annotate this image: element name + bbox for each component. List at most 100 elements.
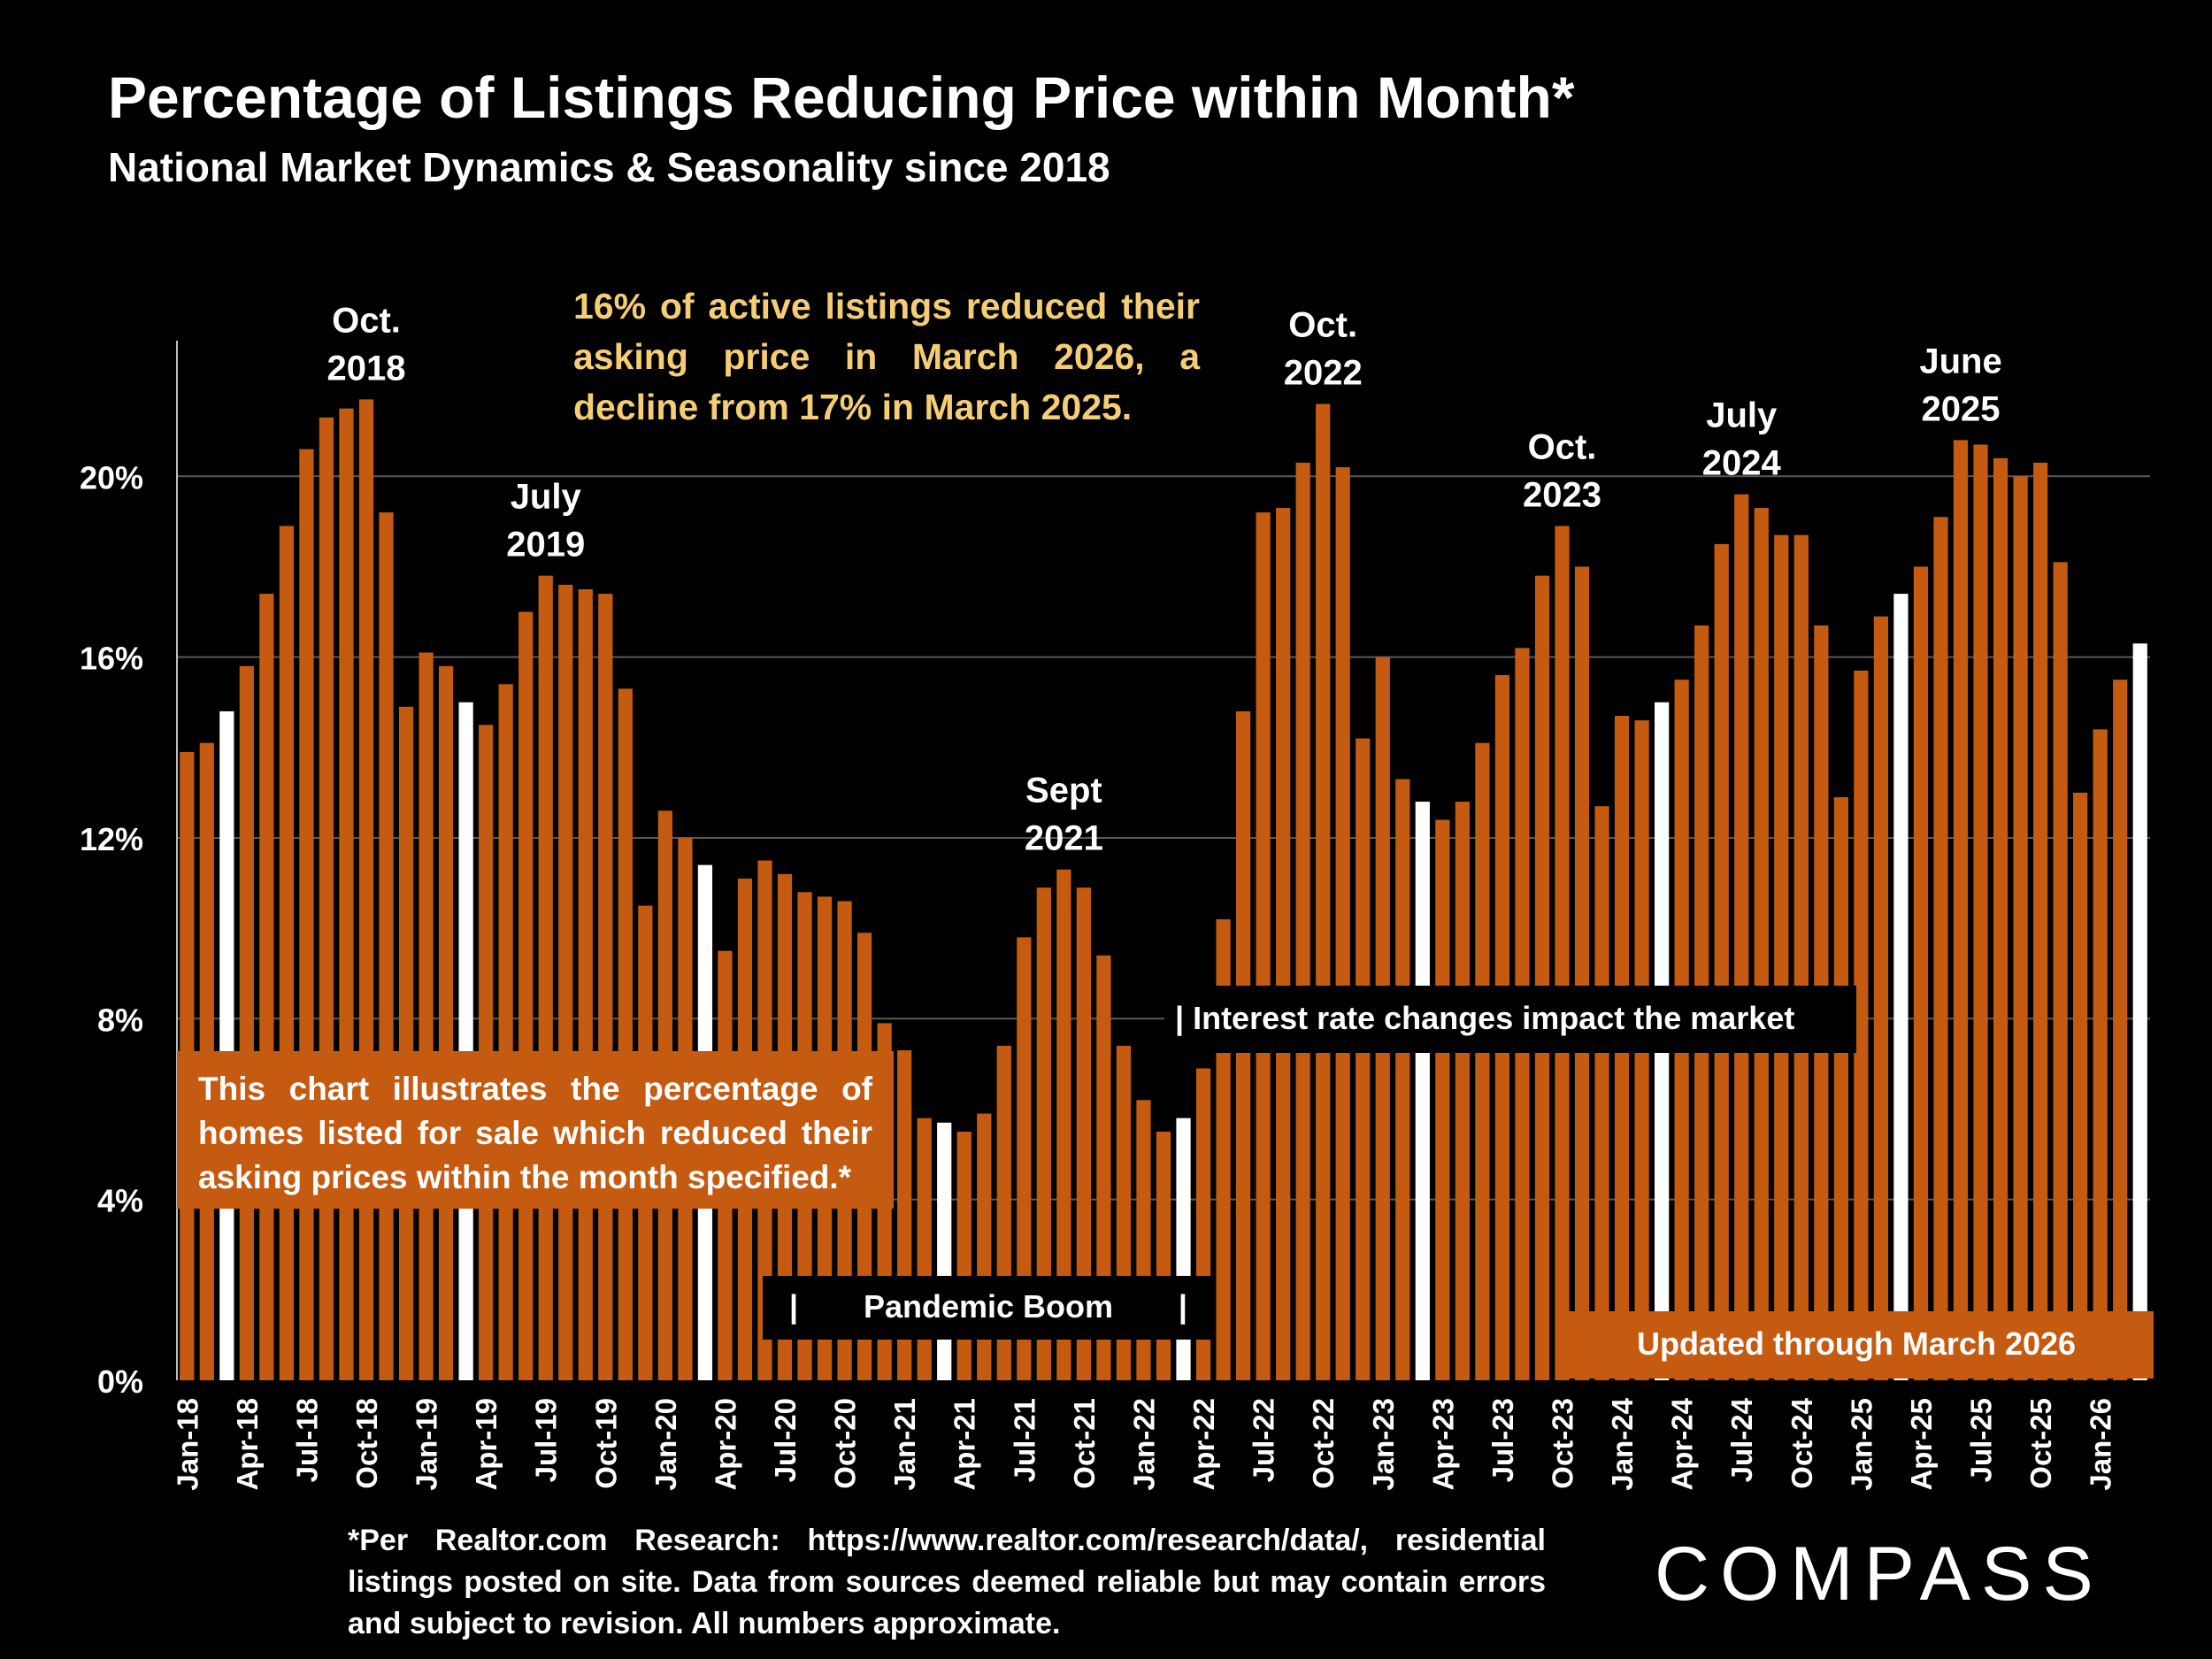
x-tick-label: Jul-18 [290, 1398, 323, 1482]
updated-through-label: Updated through March 2026 [1559, 1311, 2154, 1379]
annotation-line: Oct. [1528, 427, 1597, 466]
bar-oct-19 [598, 594, 613, 1380]
bar-sep-18 [339, 408, 354, 1381]
x-tick-label: Apr-21 [949, 1398, 981, 1491]
annotation-line: 2025 [1922, 389, 2001, 428]
bar-oct-22 [1316, 403, 1331, 1380]
interest-rate-label: | Interest rate changes impact the marke… [1164, 986, 1856, 1053]
x-tick-label: Jan-26 [2085, 1398, 2117, 1491]
summary-callout: 16% of active listings reduced their ask… [573, 286, 1200, 427]
annotation-line: Sept [1025, 772, 1102, 810]
bar-jul-24 [1734, 494, 1749, 1380]
peak-annotations: Oct. 2018 July 2019 Sept 2021 Oct. 2022 Oct. 2023… [326, 301, 2001, 857]
annotation-line: July [511, 478, 582, 517]
x-axis-ticks: Jan-18 Apr-18 Jul-18 Oct-18 Jan-19 Apr-19 Jul-… [171, 1397, 2116, 1490]
pandemic-boom-label: | Pandemic Boom | [763, 1276, 1214, 1340]
compass-logo: COMPASS [1655, 1532, 2104, 1617]
x-tick-label: Jan-22 [1127, 1398, 1160, 1491]
x-tick-label: Oct-23 [1547, 1398, 1579, 1489]
x-tick-label: Apr-18 [231, 1398, 264, 1491]
bar-apr-23 [1435, 819, 1450, 1380]
bar-mar-21 [937, 1122, 952, 1380]
annotation-line: 2023 [1523, 475, 1601, 514]
bar-aug-22 [1276, 508, 1291, 1380]
x-tick-label: Apr-23 [1426, 1398, 1459, 1491]
x-tick-label: Apr-25 [1905, 1398, 1938, 1491]
x-tick-label: Jan-21 [888, 1398, 921, 1491]
bar-jul-19 [538, 575, 553, 1380]
x-tick-label: Oct-19 [589, 1398, 622, 1489]
y-tick-label: 8% [97, 1002, 143, 1038]
bar-aug-24 [1754, 508, 1769, 1380]
x-tick-label: Apr-22 [1187, 1398, 1220, 1491]
bar-jun-24 [1714, 543, 1729, 1380]
bar-mar-22 [1176, 1118, 1191, 1380]
bar-nov-18 [379, 512, 394, 1380]
bar-dec-18 [398, 706, 414, 1380]
annotation-line: 2018 [326, 349, 405, 388]
annotation-line: July [1706, 396, 1778, 435]
bar-apr-18 [239, 665, 254, 1380]
x-tick-label: Oct-18 [350, 1398, 383, 1489]
y-tick-label: 20% [80, 459, 143, 495]
x-tick-label: Jul-24 [1725, 1397, 1758, 1482]
x-tick-label: Oct-20 [829, 1398, 862, 1489]
bar-may-25 [1933, 517, 1948, 1380]
x-tick-label: Jul-25 [1965, 1398, 1998, 1482]
source-footnote: *Per Realtor.com Research: https://www.r… [348, 1524, 1546, 1640]
y-tick-label: 4% [97, 1183, 143, 1219]
bar-may-18 [259, 594, 274, 1380]
pandemic-label-text: Pandemic Boom [863, 1288, 1114, 1325]
annotation-line: 2019 [506, 526, 585, 565]
bar-aug-25 [1993, 457, 2008, 1380]
bar-jul-18 [299, 449, 314, 1381]
annotation-line: Oct. [332, 301, 401, 340]
bar-aug-19 [558, 584, 573, 1380]
bar-may-23 [1455, 802, 1470, 1380]
x-tick-label: Jan-23 [1367, 1398, 1400, 1491]
bar-mar-25 [1893, 594, 1909, 1380]
x-tick-label: Jan-24 [1606, 1397, 1639, 1490]
annotation-sep-21: Sept 2021 [1025, 772, 1103, 858]
bar-nov-23 [1574, 566, 1590, 1380]
bar-jul-25 [1973, 444, 1988, 1380]
bar-jun-25 [1953, 440, 1969, 1380]
x-tick-label: Jul-22 [1248, 1398, 1280, 1482]
bar-nov-21 [1096, 955, 1111, 1380]
annotation-jul-24: July 2024 [1702, 396, 1782, 483]
bar-oct-24 [1793, 534, 1809, 1380]
bar-nov-19 [618, 688, 633, 1380]
chart-subtitle: National Market Dynamics & Seasonality s… [108, 144, 1110, 190]
bar-nov-22 [1335, 467, 1350, 1380]
bar-mar-23 [1415, 802, 1430, 1380]
x-tick-label: Apr-24 [1666, 1397, 1699, 1490]
x-tick-label: Jan-25 [1845, 1398, 1878, 1491]
bar-jan-26 [2093, 729, 2108, 1380]
bar-feb-19 [438, 665, 454, 1380]
x-tick-label: Oct-25 [2024, 1398, 2057, 1489]
x-tick-label: Jul-21 [1008, 1398, 1041, 1482]
bar-apr-21 [956, 1132, 972, 1380]
bar-dec-22 [1356, 738, 1371, 1380]
bar-feb-26 [2113, 680, 2128, 1380]
bar-jun-18 [279, 526, 294, 1380]
bar-jul-22 [1256, 512, 1271, 1380]
explanation-box: This chart illustrates the percentage of… [177, 1051, 894, 1209]
bar-feb-22 [1156, 1132, 1171, 1380]
x-tick-label: Apr-20 [709, 1398, 741, 1491]
x-tick-label: Oct-24 [1786, 1397, 1818, 1488]
annotation-jun-25: June 2025 [1919, 342, 2001, 428]
bar-feb-25 [1873, 616, 1889, 1380]
x-tick-label: Jan-18 [171, 1398, 204, 1491]
bar-dec-23 [1594, 806, 1609, 1380]
bar-oct-23 [1555, 526, 1570, 1380]
bar-dec-25 [2073, 792, 2088, 1380]
bar-sep-25 [2013, 476, 2028, 1380]
bar-mar-19 [458, 702, 473, 1380]
bar-aug-18 [319, 417, 334, 1380]
bar-oct-21 [1076, 887, 1092, 1380]
bar-dec-24 [1833, 796, 1848, 1380]
y-tick-label: 0% [97, 1363, 143, 1400]
bar-oct-18 [358, 399, 374, 1380]
